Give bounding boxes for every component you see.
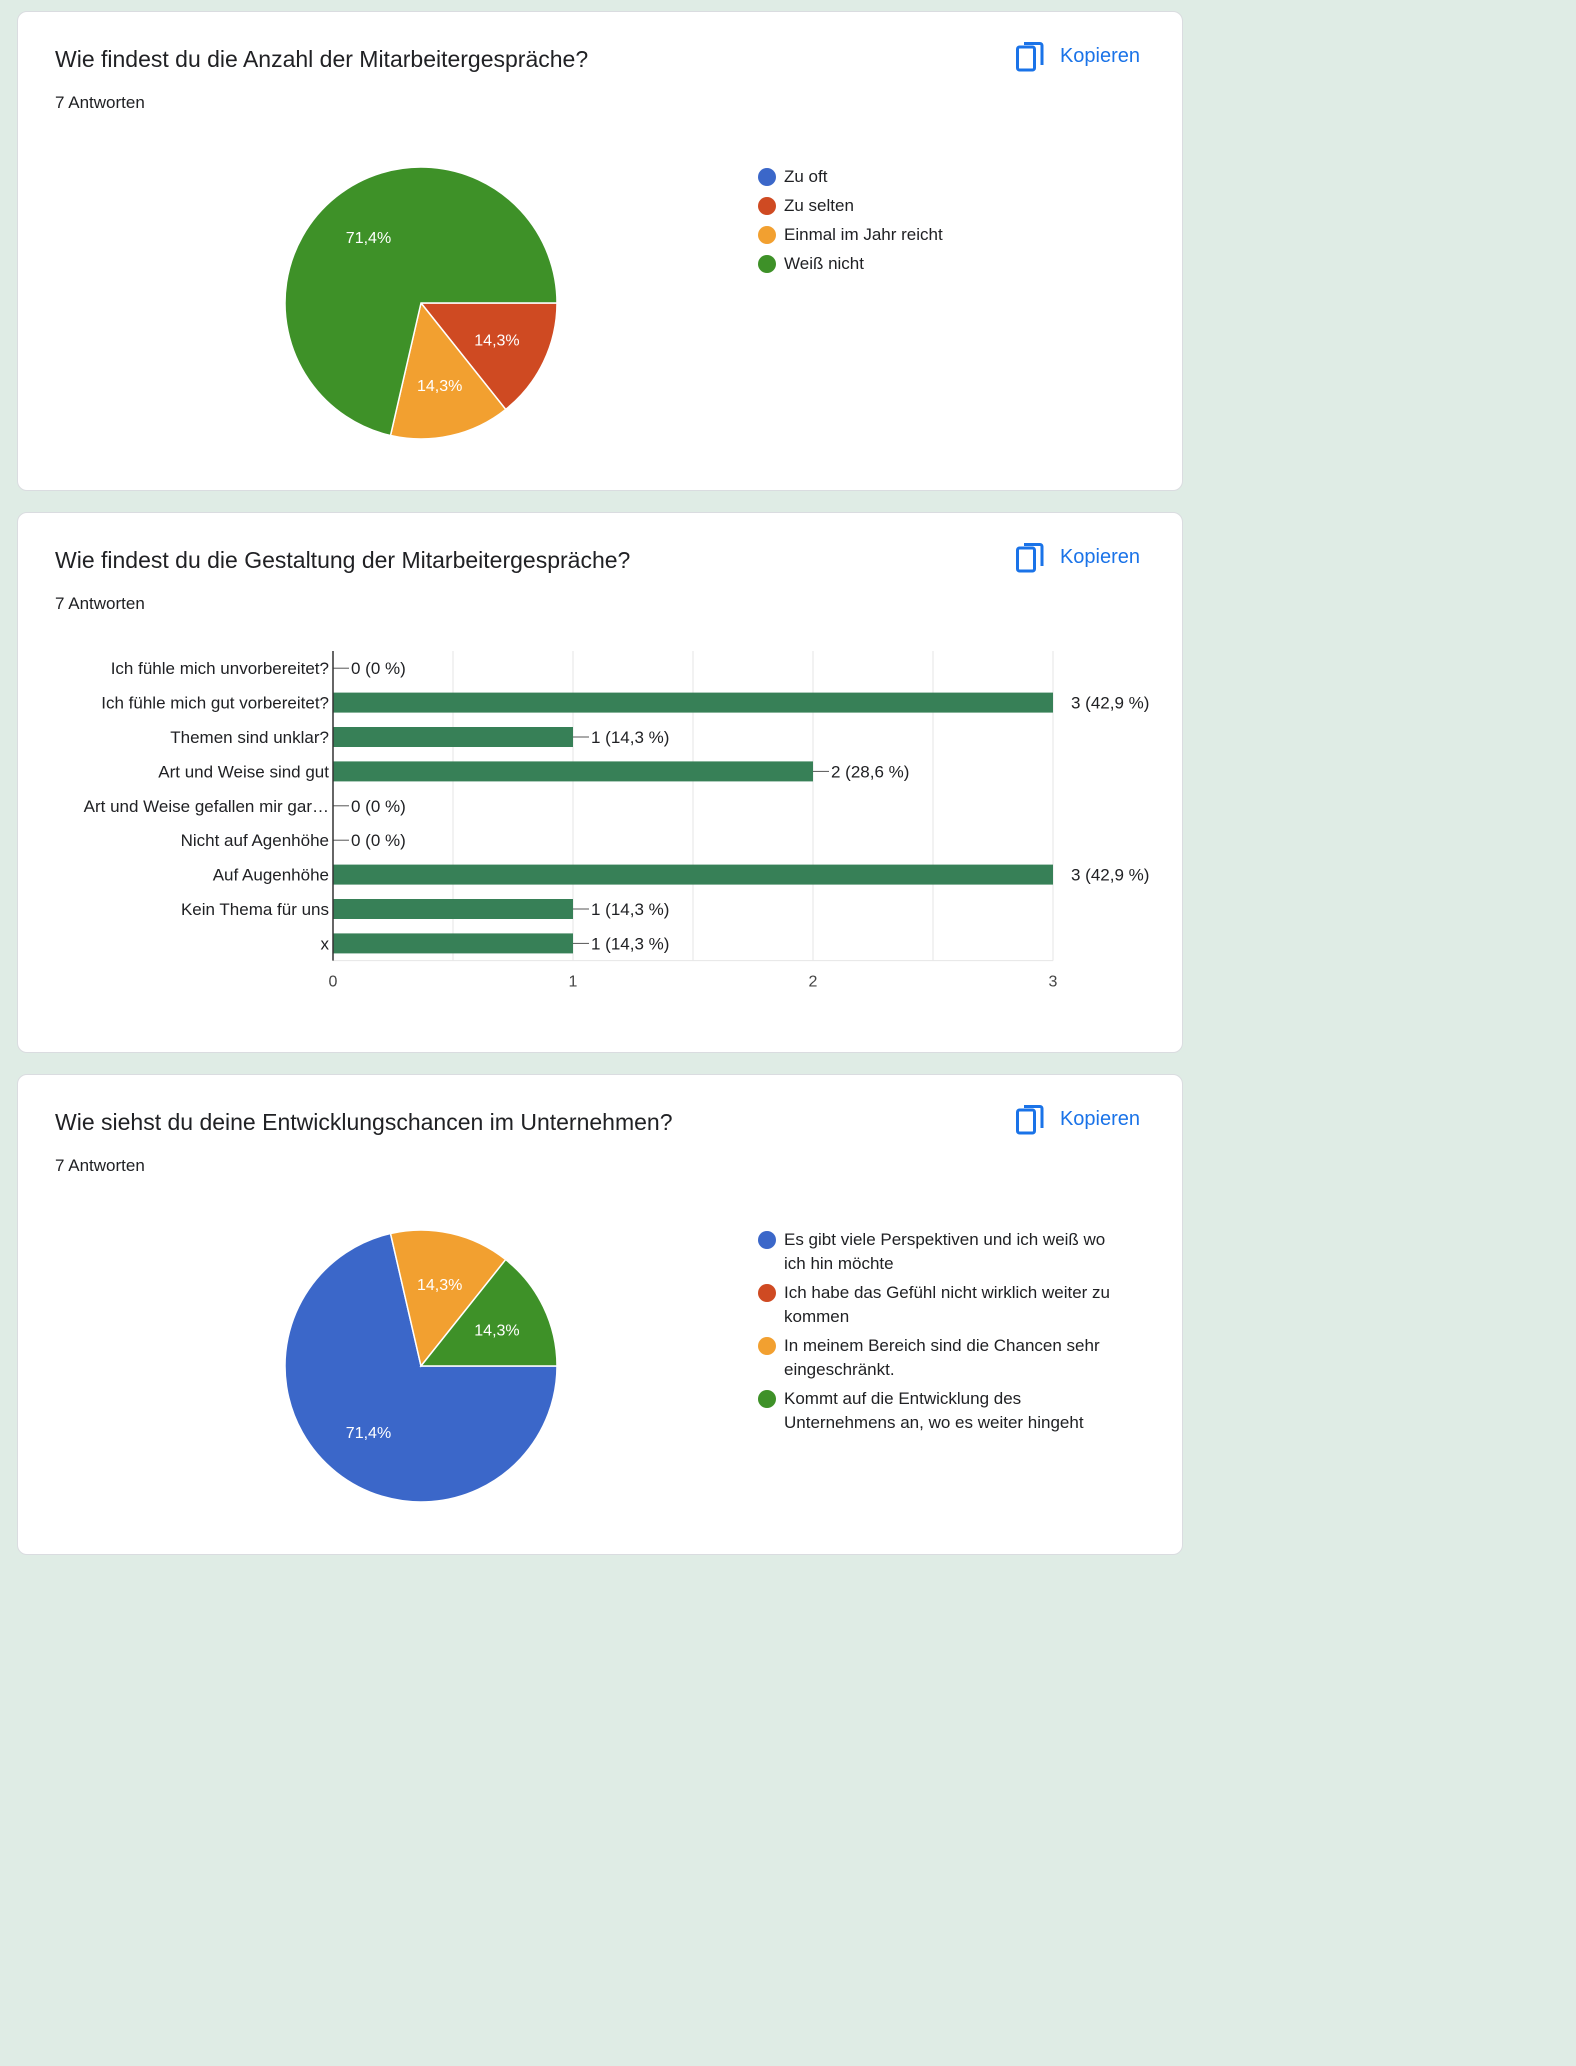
category-label: Nicht auf Agenhöhe — [181, 831, 329, 850]
bar-value-label: 3 (42,9 %) — [1071, 866, 1149, 885]
copy-button[interactable]: Kopieren — [1015, 1103, 1140, 1135]
category-label: Kein Thema für uns — [181, 900, 329, 919]
pie-slice-label: 14,3% — [474, 1322, 519, 1339]
legend-item[interactable]: Einmal im Jahr reicht — [758, 223, 1124, 247]
bar-value-label: 1 (14,3 %) — [591, 728, 669, 747]
legend-label: Weiß nicht — [784, 254, 864, 273]
question-title: Wie findest du die Gestaltung der Mitarb… — [55, 547, 631, 573]
legend-label: Zu oft — [784, 167, 828, 186]
bar-value-label: 0 (0 %) — [351, 797, 406, 816]
category-label: Auf Augenhöhe — [213, 866, 329, 885]
bar-value-label: 1 (14,3 %) — [591, 934, 669, 953]
category-label: Ich fühle mich unvorbereitet? — [111, 659, 329, 678]
pie-slice-label: 71,4% — [346, 230, 391, 247]
pie-slice[interactable] — [284, 1232, 558, 1503]
copy-icon — [1015, 42, 1044, 72]
bar[interactable] — [333, 864, 1053, 885]
response-count: 7 Antworten — [55, 1156, 145, 1175]
legend-swatch — [758, 1337, 776, 1355]
legend-entwicklung: Es gibt viele Perspektiven und ich weiß … — [758, 1228, 1124, 1440]
category-label: Themen sind unklar? — [170, 728, 329, 747]
pie-slice-label: 14,3% — [417, 378, 462, 395]
legend-item[interactable]: Es gibt viele Perspektiven und ich weiß … — [758, 1228, 1124, 1276]
pie-slice[interactable] — [389, 1229, 507, 1368]
pie-slice-label: 71,4% — [346, 1425, 391, 1442]
legend-swatch — [758, 1390, 776, 1408]
pie-chart-entwicklung: 71,4% 14,3% 14,3% — [284, 1229, 558, 1503]
legend-item[interactable]: Zu oft — [758, 165, 1124, 189]
legend-label: Ich habe das Gefühl nicht wirklich weite… — [784, 1283, 1110, 1326]
legend-label: Zu selten — [784, 196, 854, 215]
legend-item[interactable]: Zu selten — [758, 194, 1124, 218]
legend-item[interactable]: Weiß nicht — [758, 252, 1124, 276]
pie-slice-label: 14,3% — [417, 1277, 462, 1294]
copy-label: Kopieren — [1059, 1107, 1140, 1130]
x-tick-label: 0 — [329, 974, 338, 991]
question-card-anzahl: Wie findest du die Anzahl der Mitarbeite… — [17, 11, 1183, 491]
copy-button[interactable]: Kopieren — [1015, 40, 1140, 72]
legend-label: In meinem Bereich sind die Chancen sehr … — [784, 1336, 1100, 1379]
bar[interactable] — [333, 727, 573, 747]
pie-slice[interactable] — [419, 302, 558, 411]
bar-value-label: 0 (0 %) — [351, 831, 406, 850]
pie-slice[interactable] — [419, 1258, 558, 1367]
pie-slice[interactable] — [284, 166, 558, 437]
pie-slice[interactable] — [389, 301, 507, 440]
legend-label: Es gibt viele Perspektiven und ich weiß … — [784, 1230, 1106, 1273]
bar[interactable] — [333, 933, 573, 954]
bar[interactable] — [333, 899, 573, 919]
copy-icon — [1015, 1105, 1044, 1135]
bar-chart-gestaltung: Ich fühle mich unvorbereitet? 0 (0 %) Ich … — [84, 651, 1149, 991]
legend-swatch — [758, 168, 776, 186]
copy-label: Kopieren — [1059, 44, 1140, 67]
category-label: x — [321, 934, 330, 953]
legend-label: Kommt auf die Entwicklung des Unternehme… — [784, 1389, 1084, 1432]
legend-swatch — [758, 255, 776, 273]
copy-button[interactable]: Kopieren — [1015, 541, 1140, 573]
bar-value-label: 1 (14,3 %) — [591, 900, 669, 919]
legend-item[interactable]: Kommt auf die Entwicklung des Unternehme… — [758, 1387, 1124, 1435]
x-tick-label: 2 — [809, 974, 818, 991]
question-card-entwicklung: Wie siehst du deine Entwicklungschancen … — [17, 1074, 1183, 1555]
question-title: Wie findest du die Anzahl der Mitarbeite… — [55, 46, 589, 72]
category-label: Ich fühle mich gut vorbereitet? — [101, 694, 329, 713]
question-card-gestaltung: Wie findest du die Gestaltung der Mitarb… — [17, 512, 1183, 1053]
bar-value-label: 3 (42,9 %) — [1071, 694, 1149, 713]
x-tick-label: 1 — [569, 974, 578, 991]
question-title: Wie siehst du deine Entwicklungschancen … — [55, 1109, 673, 1135]
legend-label: Einmal im Jahr reicht — [784, 225, 943, 244]
copy-icon — [1015, 543, 1044, 573]
copy-label: Kopieren — [1059, 545, 1140, 568]
response-count: 7 Antworten — [55, 93, 145, 112]
legend-item[interactable]: In meinem Bereich sind die Chancen sehr … — [758, 1334, 1124, 1382]
legend-item[interactable]: Ich habe das Gefühl nicht wirklich weite… — [758, 1281, 1124, 1329]
bar-value-label: 0 (0 %) — [351, 659, 406, 678]
bar-value-label: 2 (28,6 %) — [831, 762, 909, 781]
bar[interactable] — [333, 692, 1053, 713]
legend-anzahl: Zu oft Zu selten Einmal im Jahr reicht Weiß… — [758, 165, 1124, 281]
bar[interactable] — [333, 761, 813, 782]
legend-swatch — [758, 1284, 776, 1302]
x-tick-label: 3 — [1049, 974, 1058, 991]
category-label: Art und Weise sind gut — [158, 762, 329, 781]
pie-slice-label: 14,3% — [474, 333, 519, 350]
legend-swatch — [758, 197, 776, 215]
legend-swatch — [758, 1231, 776, 1249]
response-count: 7 Antworten — [55, 594, 145, 613]
category-label: Art und Weise gefallen mir gar… — [84, 797, 329, 816]
legend-swatch — [758, 226, 776, 244]
pie-chart-anzahl: 14,3% 14,3% 71,4% — [284, 166, 558, 440]
